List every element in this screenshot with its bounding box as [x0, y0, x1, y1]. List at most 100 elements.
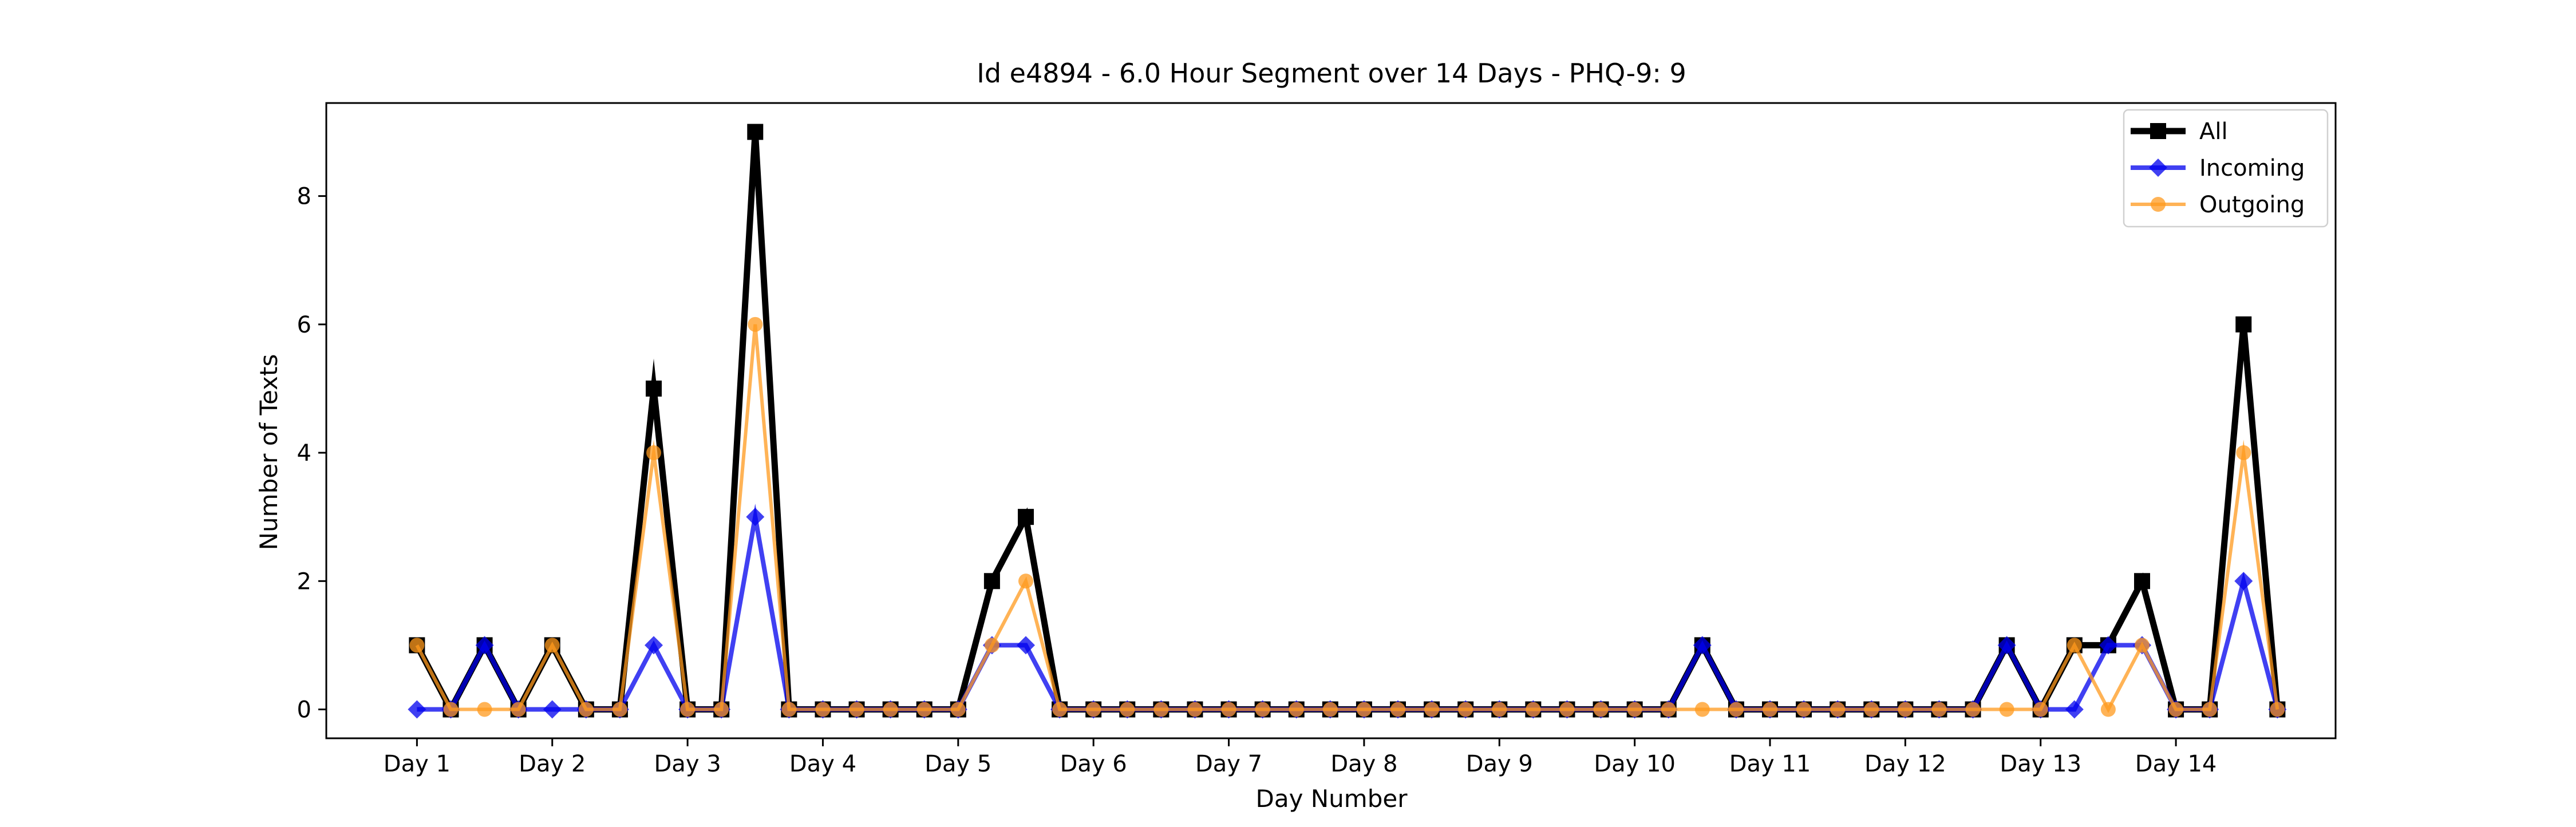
legend-marker: [2151, 197, 2166, 212]
series-point: [1492, 702, 1507, 717]
series-point: [849, 702, 864, 717]
legend-entry: Outgoing: [2131, 192, 2305, 218]
series-point: [746, 508, 765, 527]
series-layer: [408, 124, 2287, 719]
series-point: [477, 702, 492, 717]
series-point: [578, 702, 594, 717]
series-point: [2270, 702, 2285, 717]
series-point: [916, 702, 932, 717]
series-point: [1796, 702, 1812, 717]
series-point: [2065, 700, 2084, 719]
x-axis-label: Day Number: [1255, 785, 1408, 813]
series-point: [646, 380, 662, 397]
series-point: [1830, 702, 1846, 717]
series-point: [1526, 702, 1541, 717]
x-tick-label: Day 7: [1195, 751, 1262, 777]
series-point: [2099, 636, 2117, 655]
series-point: [1694, 702, 1710, 717]
legend-items: All Incoming Outgoing: [2131, 118, 2305, 218]
x-tick-label: Day 14: [2135, 751, 2217, 777]
x-tick-label: Day 9: [1466, 751, 1533, 777]
series-point: [443, 702, 459, 717]
series-point: [747, 124, 764, 140]
series-point: [409, 638, 425, 653]
series-point: [2236, 445, 2251, 461]
legend-box: [2123, 109, 2329, 228]
series-point: [1356, 702, 1372, 717]
series-2: [409, 316, 2285, 717]
series-point: [2067, 638, 2082, 653]
series-point: [1018, 509, 1034, 525]
series-point: [983, 573, 1000, 589]
series-point: [1559, 702, 1575, 717]
x-tick-label: Day 2: [519, 751, 586, 777]
x-tick-label: Day 3: [654, 751, 721, 777]
series-point: [2134, 573, 2150, 589]
series-point: [1931, 702, 1947, 717]
series-point: [543, 700, 562, 719]
series-point: [1593, 702, 1609, 717]
series-point: [1898, 702, 1913, 717]
series-point: [1052, 702, 1068, 717]
series-point: [680, 702, 696, 717]
x-tick-label: Day 4: [789, 751, 856, 777]
y-tick-label: 8: [297, 184, 311, 210]
series-point: [1763, 702, 1777, 717]
series-point: [2202, 702, 2218, 717]
x-tick-label: Day 8: [1330, 751, 1397, 777]
chart-title: Id e4894 - 6.0 Hour Segment over 14 Days…: [977, 58, 1686, 89]
legend-entry: All: [2131, 118, 2228, 145]
series-point: [1999, 702, 2014, 717]
series-point: [781, 702, 797, 717]
y-tick-label: 4: [297, 440, 311, 466]
series-point: [1018, 573, 1033, 589]
y-tick-label: 2: [297, 568, 311, 595]
x-tick-label: Day 5: [924, 751, 991, 777]
series-point: [1086, 702, 1101, 717]
series-point: [475, 636, 494, 655]
series-point: [1120, 702, 1135, 717]
series-point: [1627, 702, 1642, 717]
legend-label: Incoming: [2199, 155, 2305, 181]
legend-marker: [2150, 123, 2166, 139]
series-point: [646, 445, 661, 461]
series-point: [984, 638, 999, 653]
legend-label: All: [2199, 118, 2228, 145]
series-point: [2235, 316, 2252, 333]
series-point: [1390, 702, 1405, 717]
series-point: [1864, 702, 1879, 717]
series-point: [1997, 636, 2016, 655]
series-point: [1424, 702, 1440, 717]
x-tick-label: Day 11: [1729, 751, 1811, 777]
legend-entry: Incoming: [2131, 155, 2305, 181]
series-point: [408, 700, 426, 719]
series-point: [544, 638, 560, 653]
x-tick-label: Day 13: [2000, 751, 2081, 777]
series-point: [1965, 702, 1981, 717]
legend-marker: [2149, 159, 2167, 177]
series-point: [714, 702, 729, 717]
y-tick-label: 6: [297, 312, 311, 338]
series-point: [1661, 702, 1676, 717]
series-point: [1728, 702, 1744, 717]
y-tick-label: 0: [297, 697, 311, 723]
axis-ticks: Day 1 Day 2 Day 3 Day 4 Day 5 Day 6 Day 7 Day 8…: [297, 184, 2217, 777]
series-point: [1187, 702, 1203, 717]
series-point: [2135, 638, 2150, 653]
series-point: [612, 702, 627, 717]
legend: All Incoming Outgoing: [2123, 109, 2329, 228]
legend-label: Outgoing: [2199, 192, 2305, 218]
series-point: [2033, 702, 2048, 717]
series-point: [1255, 702, 1270, 717]
series-point: [1153, 702, 1169, 717]
series-point: [950, 702, 966, 717]
series-point: [511, 702, 526, 717]
series-point: [815, 702, 831, 717]
series-point: [645, 636, 663, 655]
series-point: [1458, 702, 1473, 717]
series-point: [2100, 702, 2116, 717]
series-point: [2168, 702, 2184, 717]
x-tick-label: Day 6: [1060, 751, 1127, 777]
